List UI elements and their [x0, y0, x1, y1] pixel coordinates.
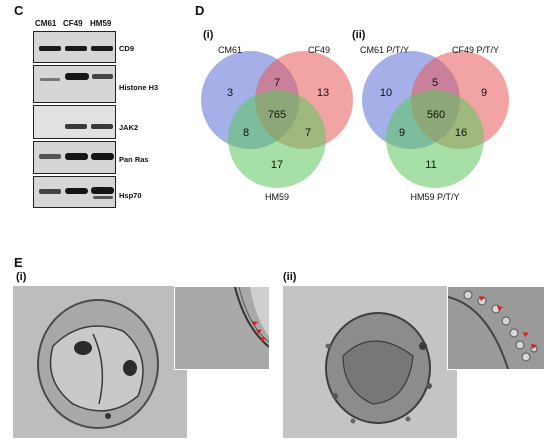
venn-i: (i) CM61 CF49 HM59 3 13 17 7 8 7 765	[201, 29, 353, 202]
venn-ii-value-ab: 5	[432, 77, 438, 89]
em-image-i	[13, 286, 187, 438]
arrowhead-icon	[260, 337, 266, 342]
arrowhead-icon	[256, 329, 262, 334]
venn-i-label-cf49: CF49	[308, 45, 330, 55]
em-inset-i-arrows	[252, 321, 266, 342]
em-image-ii-cell	[283, 286, 457, 438]
venn-i-value-abc: 765	[268, 109, 286, 121]
venn-ii-label-cf49: CF49 P/T/Y	[452, 45, 499, 55]
arrowhead-icon	[479, 296, 485, 301]
blot-pan-ras	[33, 141, 116, 174]
venn-i-value-b-only: 13	[317, 87, 329, 99]
blot-label-hsp70: Hsp70	[119, 191, 142, 200]
venn-ii-tag: (ii)	[352, 29, 366, 41]
venn-ii-value-bc: 16	[455, 127, 467, 139]
lane-label-cm61: CM61	[35, 19, 57, 28]
venn-i-circle-hm59	[228, 90, 326, 188]
em-image-ii	[283, 286, 457, 438]
blot-jak2	[33, 105, 116, 139]
venn-i-value-bc: 7	[305, 127, 311, 139]
venn-ii-value-a-only: 10	[380, 87, 392, 99]
venn-ii-value-ac: 9	[399, 127, 405, 139]
lane-label-cf49: CF49	[63, 19, 83, 28]
venn-i-value-ab: 7	[274, 77, 280, 89]
em-inset-ii-arrows	[479, 296, 537, 349]
panel-d-letter: D	[195, 3, 205, 18]
blot-label-pan-ras: Pan Ras	[119, 155, 149, 164]
blot-label-cd9: CD9	[119, 44, 135, 53]
blot-histone-h3	[33, 65, 116, 103]
em-image-i-cell	[13, 286, 187, 438]
arrowhead-icon	[523, 332, 529, 337]
blot-hsp70	[33, 176, 116, 208]
blot-cd9	[33, 31, 116, 63]
lane-label-hm59: HM59	[90, 19, 112, 28]
panel-c-letter: C	[14, 3, 24, 18]
venn-i-value-c-only: 17	[271, 159, 283, 171]
blot-label-histone-h3: Histone H3	[119, 83, 159, 92]
venn-ii-label-cm61: CM61 P/T/Y	[360, 45, 409, 55]
arrowhead-icon	[252, 321, 258, 326]
em-inset-i-membrane	[175, 287, 269, 369]
venn-ii-circle-hm59	[386, 90, 484, 188]
venn-i-value-ac: 8	[243, 127, 249, 139]
blot-label-jak2: JAK2	[119, 123, 139, 132]
venn-i-value-a-only: 3	[227, 87, 233, 99]
venn-ii-value-c-only: 11	[425, 159, 436, 171]
em-i-tag: (i)	[16, 271, 27, 283]
panel-e-letter: E	[14, 255, 23, 270]
em-inset-i	[174, 286, 270, 370]
arrowhead-icon	[497, 306, 503, 311]
venn-i-label-cm61: CM61	[218, 45, 242, 55]
venn-ii-label-hm59: HM59 P/T/Y	[410, 192, 459, 202]
venn-i-label-hm59: HM59	[265, 192, 289, 202]
em-inset-ii	[447, 286, 545, 370]
venn-i-tag: (i)	[203, 29, 214, 41]
venn-ii: (ii) CM61 P/T/Y CF49 P/T/Y HM59 P/T/Y 10…	[352, 29, 509, 202]
venn-ii-value-abc: 560	[427, 109, 445, 121]
venn-ii-value-b-only: 9	[481, 87, 487, 99]
venn-diagrams: (i) CM61 CF49 HM59 3 13 17 7 8 7 765 (ii…	[201, 29, 509, 202]
em-ii-tag: (ii)	[283, 271, 297, 283]
arrowhead-icon	[531, 344, 537, 349]
